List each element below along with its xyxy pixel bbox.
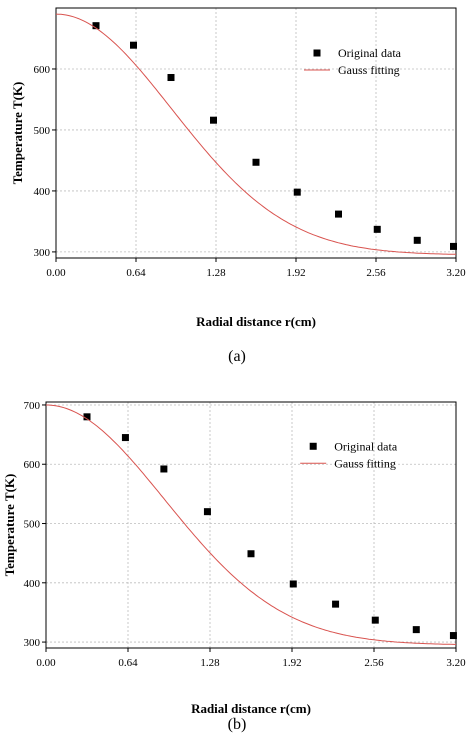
data-point [252,158,260,166]
x-axis-title: Radial distance r(cm) [191,701,311,716]
data-point [210,116,217,124]
data-point [413,236,421,244]
y-axis-title: Temperature T(K) [10,82,25,185]
data-point [92,22,100,30]
x-tick-label: 1.28 [206,267,226,279]
x-tick-label: 1.92 [286,267,305,279]
data-point [121,434,129,442]
chart-1: 0.00 0.64 1.28 1.92 2.56 3.20 300 400 500 600 700 R… [2,400,466,733]
legend-label: Gauss fitting [334,456,396,470]
data-point [450,242,457,250]
data-point [83,413,91,421]
data-point [289,580,297,588]
data-point [203,508,211,516]
data-point [412,626,420,634]
x-tick-label: 3.20 [446,267,466,279]
legend-point-swatch [309,442,317,450]
data-point [247,550,255,558]
data-point [449,632,457,640]
gauss-fitting-line [55,13,456,255]
x-tick-label: 3.20 [446,657,466,669]
chart-caption: (a) [228,348,246,365]
data-point [332,600,340,608]
y-tick-label: 300 [24,637,41,649]
data-point [293,188,301,196]
data-point [335,210,342,218]
x-tick-label: 1.28 [200,657,220,669]
data-point [373,225,381,233]
y-axis-title: Temperature T(K) [2,474,17,577]
x-tick-label: 0.64 [126,267,146,279]
y-tick-label: 600 [34,64,51,76]
y-tick-label: 400 [24,578,41,590]
y-tick-label: 400 [34,186,51,198]
x-tick-label: 0.64 [118,657,138,669]
gauss-fitting-line [46,404,456,645]
legend-label: Gauss fitting [338,63,400,77]
y-tick-label: 700 [24,400,41,412]
y-tick-label: 600 [24,459,41,471]
legend-label: Original data [334,439,398,453]
y-tick-label: 500 [34,125,51,137]
chart-caption: (b) [228,716,247,733]
data-point [167,74,175,82]
x-tick-label: 0.00 [36,657,56,669]
x-tick-label: 2.56 [364,657,384,669]
plot-frame [45,401,457,649]
chart-0: 0.00 0.64 1.28 1.92 2.56 3.20 300 400 500 600 Radi… [10,7,466,365]
plot-frame [55,7,457,259]
x-tick-label: 0.00 [46,267,66,279]
x-tick-label: 2.56 [366,267,386,279]
data-point [160,465,168,473]
data-point [371,616,379,624]
data-point [130,41,137,49]
legend-label: Original data [338,46,402,60]
y-tick-label: 300 [34,247,51,259]
legend-point-swatch [313,49,321,57]
x-axis-title: Radial distance r(cm) [196,314,316,329]
y-tick-label: 500 [24,519,41,531]
x-tick-label: 1.92 [282,657,301,669]
